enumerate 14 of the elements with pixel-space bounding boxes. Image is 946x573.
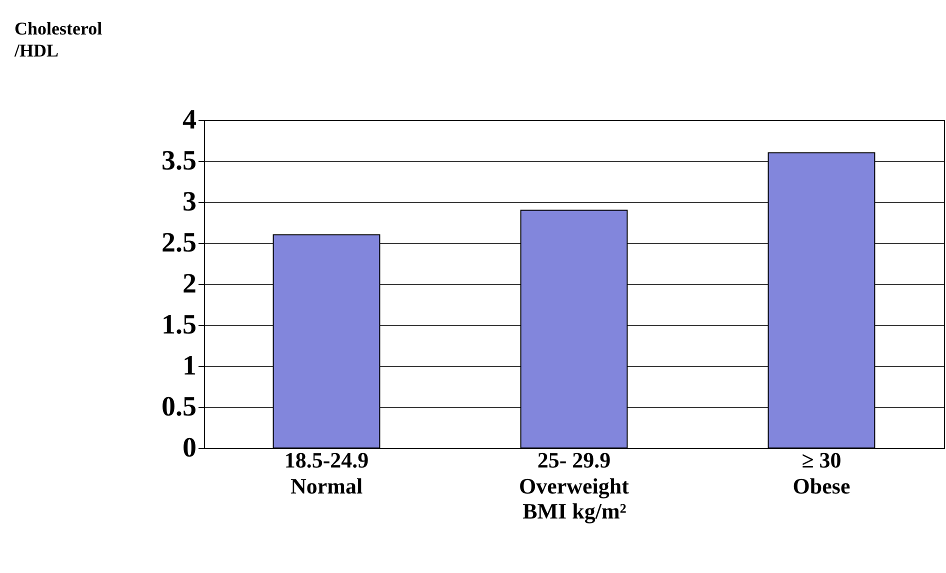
y-tick-label: 0	[182, 432, 196, 464]
y-tick-label: 3	[182, 186, 196, 218]
x-tick-label: ≥ 30 Obese	[792, 448, 850, 498]
y-tick-label: 1.5	[162, 310, 196, 340]
x-tick-label: 25- 29.9 Overweight	[519, 448, 630, 498]
y-tick-label: 4	[182, 104, 196, 136]
x-axis-title: BMI kg/m²	[522, 498, 627, 524]
y-tick-label: 2.5	[162, 228, 196, 258]
x-tick-label: 18.5-24.9 Normal	[284, 448, 369, 498]
y-tick-label: 1	[182, 350, 196, 382]
y-tick-label: 0.5	[162, 392, 196, 422]
y-axis-title: Cholesterol /HDL	[14, 18, 102, 60]
y-tick-label: 3.5	[162, 146, 196, 176]
y-tick-label: 2	[182, 268, 196, 300]
